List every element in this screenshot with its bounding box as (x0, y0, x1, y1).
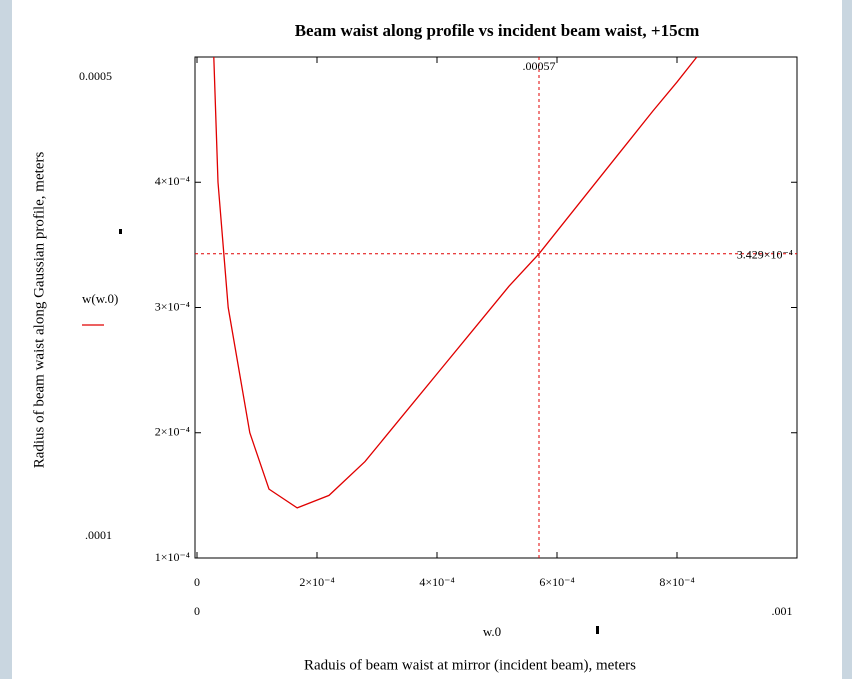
y-limit-label: 0.0005 (79, 69, 112, 83)
y-tick-label: 4×10⁻⁴ (155, 174, 190, 188)
legend-label: w(w.0) (82, 291, 118, 306)
x-tick-label: 0 (194, 575, 200, 589)
window-panel (12, 0, 842, 679)
x-tick-label: 4×10⁻⁴ (419, 575, 454, 589)
x-tick-label: 2×10⁻⁴ (299, 575, 334, 589)
cursor-mark (119, 229, 122, 234)
y-axis-label: Radius of beam waist along Gaussian prof… (31, 152, 47, 469)
x-marker-label: .00057 (523, 59, 556, 73)
y-limit-label: .0001 (85, 528, 112, 542)
x-axis-label: Raduis of beam waist at mirror (incident… (304, 657, 636, 673)
chart-title: Beam waist along profile vs incident bea… (295, 21, 700, 40)
cursor-mark (596, 626, 599, 634)
x-variable: w.0 (483, 624, 501, 639)
y-tick-label: 1×10⁻⁴ (155, 550, 190, 564)
x-tick-label: 8×10⁻⁴ (659, 575, 694, 589)
x-limit-label: .001 (772, 604, 793, 618)
x-limit-label: 0 (194, 604, 200, 618)
x-tick-label: 6×10⁻⁴ (539, 575, 574, 589)
y-marker-label: 3.429×10⁻⁴ (737, 248, 793, 262)
data-line (213, 56, 698, 509)
y-tick-label: 3×10⁻⁴ (155, 299, 190, 313)
y-tick-label: 2×10⁻⁴ (155, 425, 190, 439)
